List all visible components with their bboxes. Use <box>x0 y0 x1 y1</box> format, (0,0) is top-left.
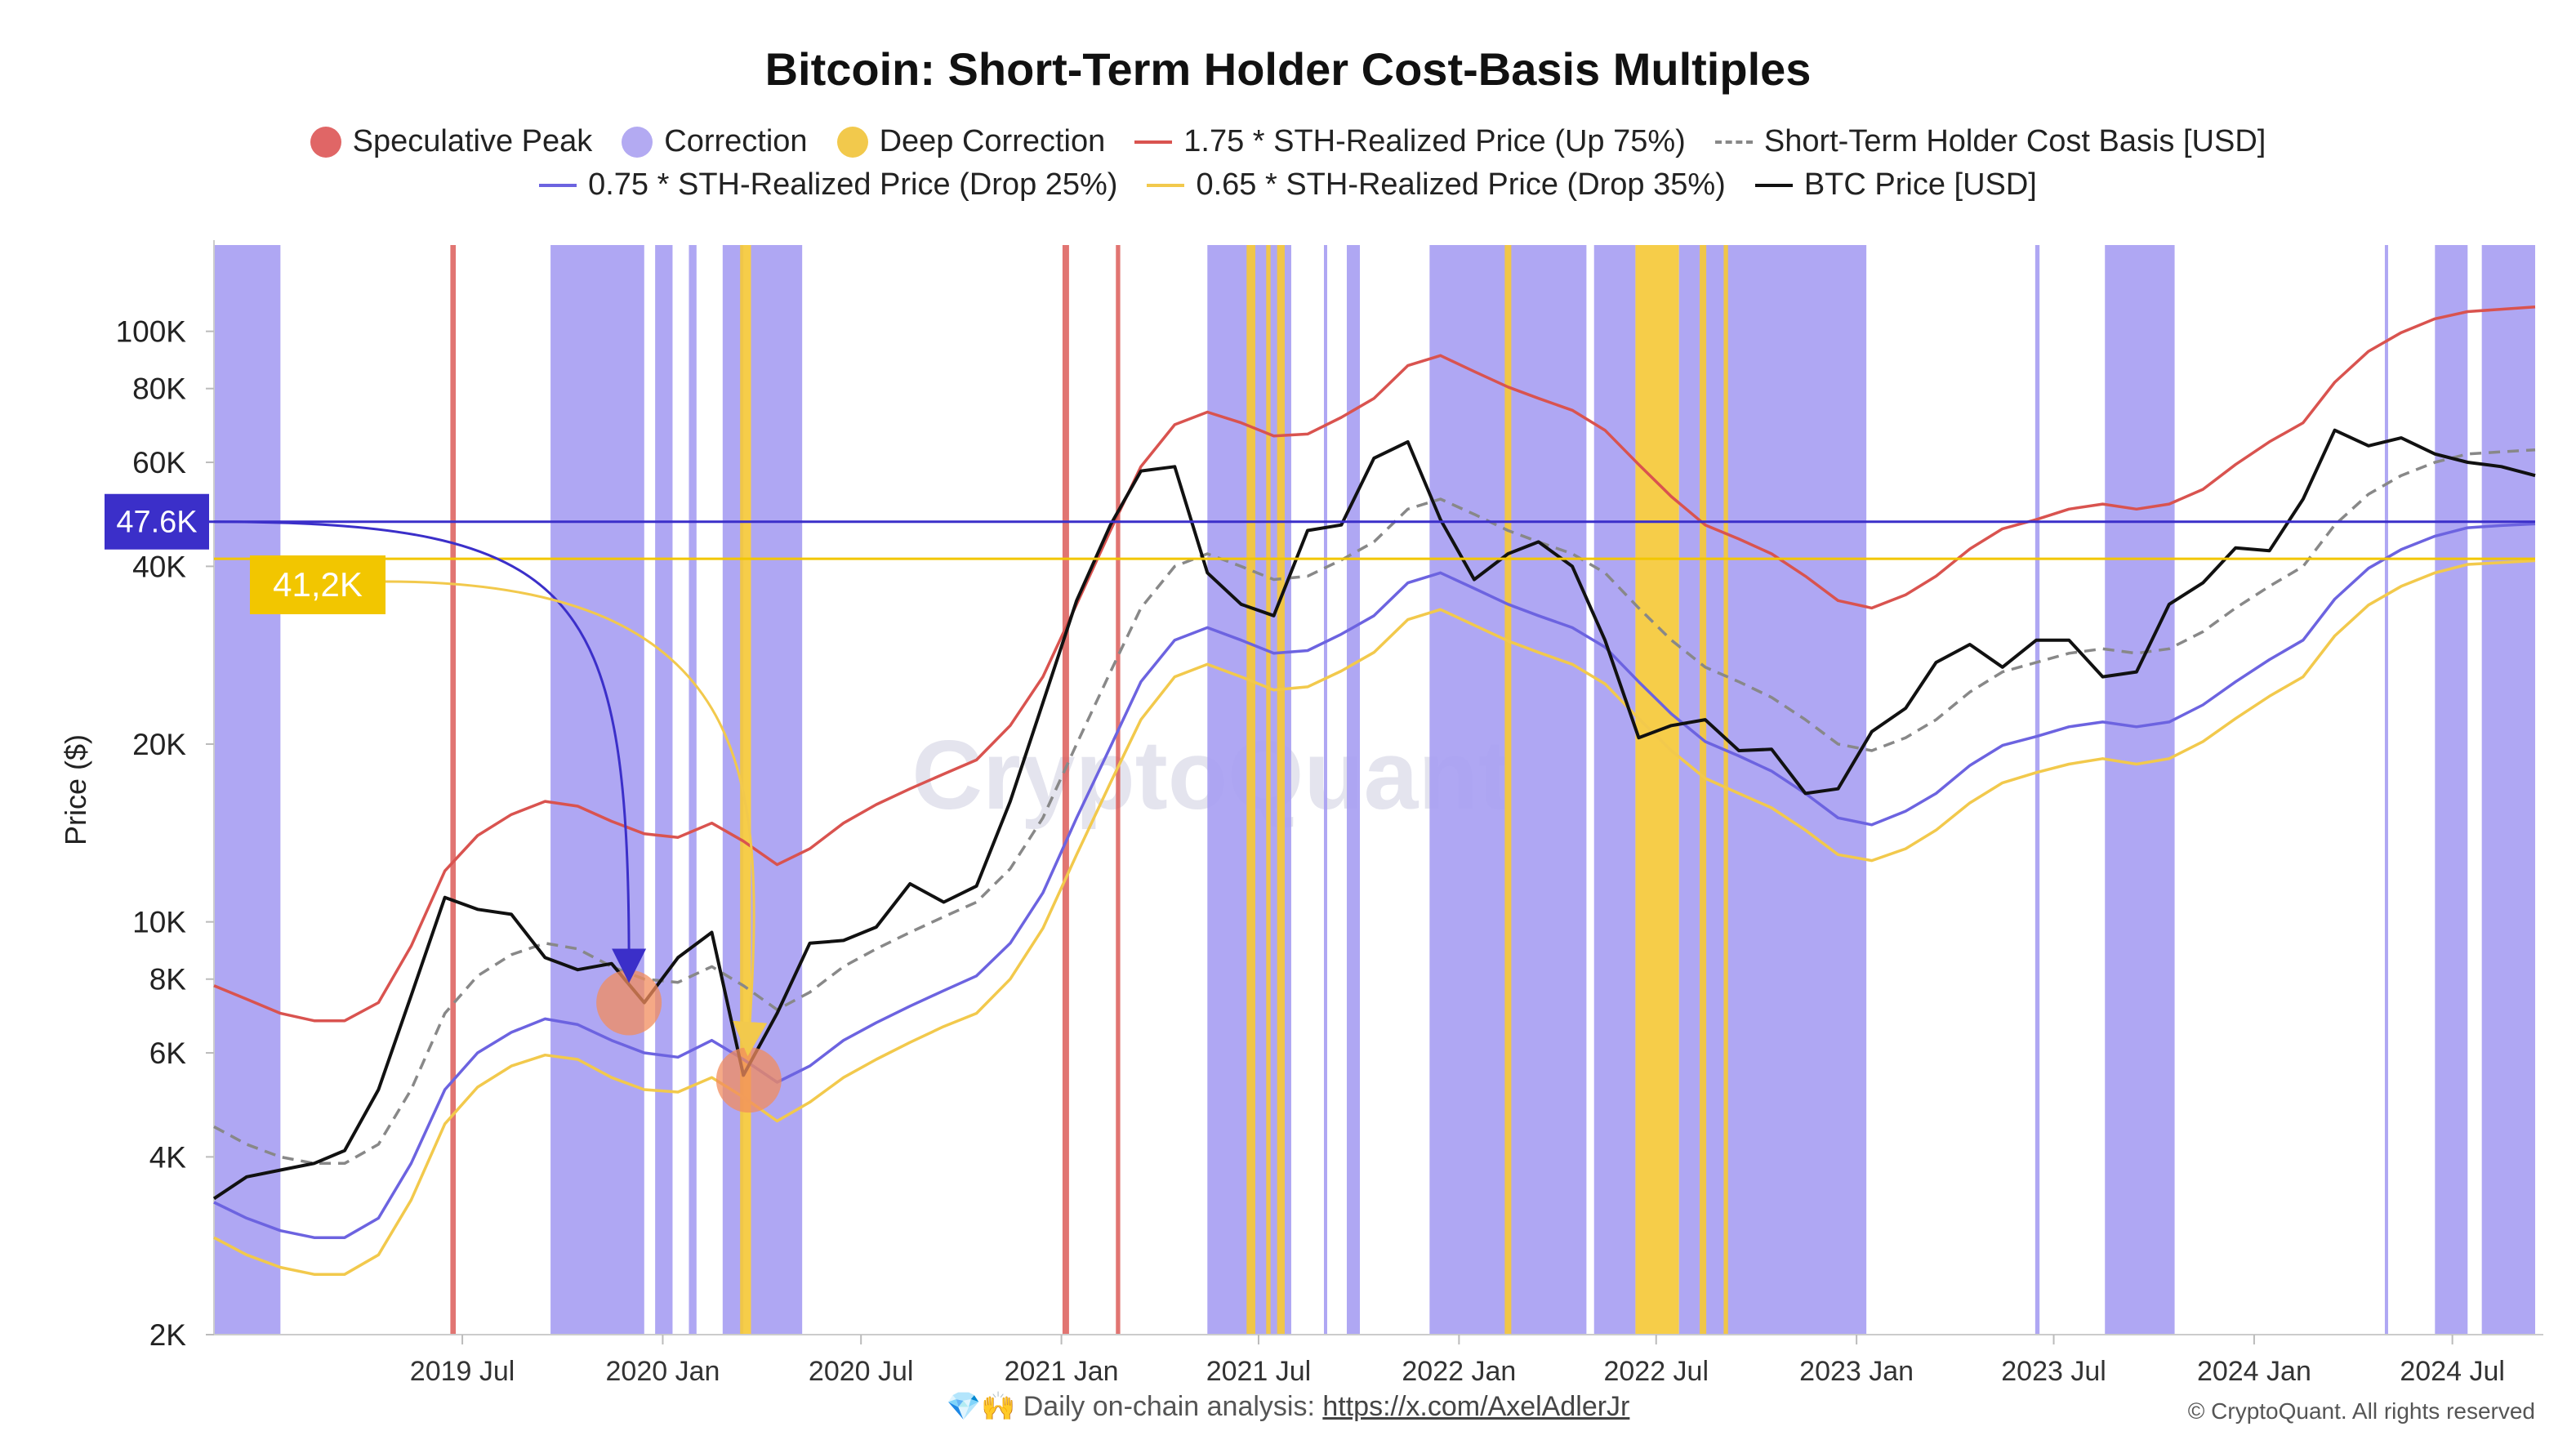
reference-label: 41,2K <box>273 565 363 604</box>
legend-line-icon <box>1754 183 1793 187</box>
legend-label: Speculative Peak <box>352 124 593 158</box>
y-tick-label: 8K <box>149 963 187 996</box>
legend-item[interactable]: Short-Term Holder Cost Basis [USD] <box>1714 124 2266 159</box>
regime-bar <box>655 245 673 1335</box>
x-tick-label: 2024 Jan <box>2197 1356 2311 1387</box>
regime-bar <box>1246 245 1255 1335</box>
legend-item[interactable]: Correction <box>622 124 808 159</box>
regime-bar <box>1116 245 1121 1335</box>
x-tick-label: 2020 Jul <box>809 1356 914 1387</box>
legend-item[interactable]: Speculative Peak <box>310 124 593 159</box>
copyright-text: © CryptoQuant. All rights reserved <box>2187 1398 2535 1424</box>
y-tick-label: 6K <box>149 1037 187 1070</box>
footer: 💎🙌 Daily on-chain analysis: https://x.co… <box>0 1390 2576 1423</box>
legend-line-icon <box>539 183 577 187</box>
legend-label: Short-Term Holder Cost Basis [USD] <box>1763 124 2266 158</box>
highlight-circle <box>715 1047 782 1113</box>
regime-bar <box>2384 245 2388 1335</box>
legend-item[interactable]: 0.75 * STH-Realized Price (Drop 25%) <box>539 167 1117 203</box>
series-line <box>213 522 2536 1239</box>
regime-bar <box>2435 245 2468 1335</box>
regime-bar <box>1062 245 1069 1335</box>
legend-label: BTC Price [USD] <box>1803 167 2037 202</box>
legend-item[interactable]: BTC Price [USD] <box>1754 167 2037 203</box>
regime-bar <box>1346 245 1360 1335</box>
x-tick-label: 2022 Jul <box>1603 1356 1709 1387</box>
x-tick-label: 2020 Jan <box>606 1356 720 1387</box>
series-line <box>212 428 2536 1201</box>
y-tick-label: 60K <box>132 446 186 479</box>
footer-link[interactable]: https://x.com/AxelAdlerJr <box>1322 1391 1630 1422</box>
legend-row-2: 0.75 * STH-Realized Price (Drop 25%) 0.65… <box>0 167 2576 203</box>
legend-item[interactable]: 1.75 * STH-Realized Price (Up 75%) <box>1134 124 1686 159</box>
x-tick-label: 2024 Jul <box>2400 1356 2505 1387</box>
footer-text: Daily on-chain analysis: <box>1023 1391 1323 1422</box>
regime-bar <box>1635 245 1679 1335</box>
legend-dot-icon <box>622 126 653 158</box>
legend-line-icon <box>1714 140 1753 144</box>
regime-bar <box>1266 245 1271 1335</box>
regime-bar <box>1700 245 1707 1335</box>
y-tick-label: 2K <box>149 1318 187 1352</box>
y-tick-label: 20K <box>132 728 186 761</box>
regime-bar <box>751 245 803 1335</box>
legend-row-1: Speculative Peak Correction Deep Correctio… <box>0 124 2576 159</box>
regime-bar <box>1323 245 1327 1335</box>
regime-bar <box>689 245 697 1335</box>
x-tick-label: 2023 Jan <box>1799 1356 1914 1387</box>
series-line <box>213 559 2536 1276</box>
series-line <box>213 305 2536 1023</box>
x-tick-label: 2022 Jan <box>1402 1356 1516 1387</box>
legend-dot-icon <box>836 126 868 158</box>
regime-bar <box>1504 245 1512 1335</box>
y-tick-label: 80K <box>132 372 186 406</box>
x-tick-label: 2021 Jan <box>1005 1356 1119 1387</box>
regime-bar <box>450 245 457 1335</box>
regime-bar <box>2105 245 2175 1335</box>
x-tick-label: 2021 Jul <box>1206 1356 1312 1387</box>
legend-item[interactable]: 0.65 * STH-Realized Price (Drop 35%) <box>1147 167 1726 203</box>
legend-line-icon <box>1147 183 1185 187</box>
y-tick-label: 40K <box>132 550 186 583</box>
y-axis-label: Price ($) <box>59 734 92 845</box>
reference-label-box <box>105 493 209 550</box>
legend-label: 0.65 * STH-Realized Price (Drop 35%) <box>1196 167 1726 202</box>
regime-bar <box>1277 245 1285 1335</box>
y-tick-label: 100K <box>116 315 187 349</box>
highlight-circle <box>596 970 662 1036</box>
reference-label: 47.6K <box>116 506 197 540</box>
legend-dot-icon <box>310 126 341 158</box>
chart-title: Bitcoin: Short-Term Holder Cost-Basis Mu… <box>764 43 1812 95</box>
x-tick-label: 2023 Jul <box>2001 1356 2106 1387</box>
x-tick-label: 2019 Jul <box>410 1356 515 1387</box>
legend-label: 0.75 * STH-Realized Price (Drop 25%) <box>588 167 1118 202</box>
legend-line-icon <box>1134 140 1173 144</box>
y-tick-label: 4K <box>149 1140 187 1174</box>
regime-bar <box>550 245 644 1335</box>
regime-bar <box>1593 245 1636 1335</box>
regime-bar <box>722 245 744 1335</box>
regime-bar <box>2481 245 2535 1335</box>
y-tick-label: 10K <box>132 906 186 939</box>
reference-label-box <box>250 555 386 614</box>
regime-bar <box>2035 245 2040 1335</box>
legend-label: Deep Correction <box>879 124 1106 158</box>
footer-emoji: 💎🙌 <box>946 1391 1016 1422</box>
legend-label: Correction <box>664 124 808 158</box>
legend-item[interactable]: Deep Correction <box>836 124 1106 159</box>
legend-label: 1.75 * STH-Realized Price (Up 75%) <box>1183 124 1686 158</box>
regime-bar <box>1723 245 1728 1335</box>
annotation-arrow <box>385 580 768 1057</box>
